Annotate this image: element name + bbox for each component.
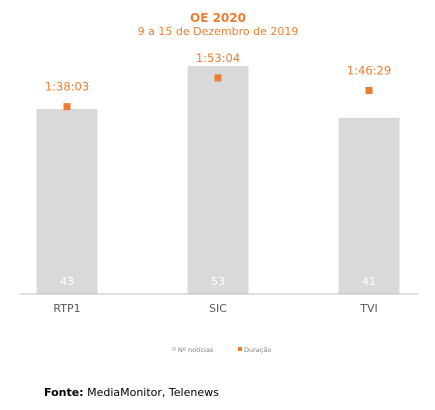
bar-value-label-tvi: 41: [362, 275, 376, 288]
category-label-tvi: TVI: [359, 302, 378, 315]
duration-label-rtp1: 1:38:03: [45, 80, 89, 94]
legend-label-duracao: Duração: [244, 346, 271, 354]
legend-swatch-noticias: [172, 347, 176, 351]
bar-value-label-sic: 53: [211, 275, 225, 288]
chart-subtitle: 9 a 15 de Dezembro de 2019: [138, 25, 299, 38]
duration-marker-sic: [214, 74, 222, 82]
duration-marker-rtp1: [63, 103, 71, 111]
duration-label-sic: 1:53:04: [196, 51, 240, 65]
bar-value-label-rtp1: 43: [60, 275, 74, 288]
bar-rtp1: [36, 109, 98, 294]
category-label-sic: SIC: [209, 302, 227, 315]
legend-label-noticias: Nº notícias: [178, 346, 214, 354]
bar-tvi: [338, 117, 400, 294]
duration-label-tvi: 1:46:29: [347, 63, 391, 77]
bars-group: 43 RTP1 53 SIC 41 TVI: [36, 66, 400, 315]
source-text: MediaMonitor, Telenews: [83, 386, 219, 399]
duration-markers-group: 1:38:03 1:53:04 1:46:29: [45, 51, 391, 111]
chart: OE 2020 9 a 15 de Dezembro de 2019 43 RTP…: [20, 11, 418, 354]
category-label-rtp1: RTP1: [53, 302, 80, 315]
chart-title: OE 2020: [190, 11, 246, 25]
source-label: Fonte:: [44, 386, 84, 399]
duration-marker-tvi: [365, 86, 373, 94]
legend-swatch-duracao: [238, 347, 242, 351]
source-note: Fonte: MediaMonitor, Telenews: [44, 386, 219, 399]
bar-sic: [187, 66, 249, 294]
legend: Nº notícias Duração: [172, 346, 271, 354]
